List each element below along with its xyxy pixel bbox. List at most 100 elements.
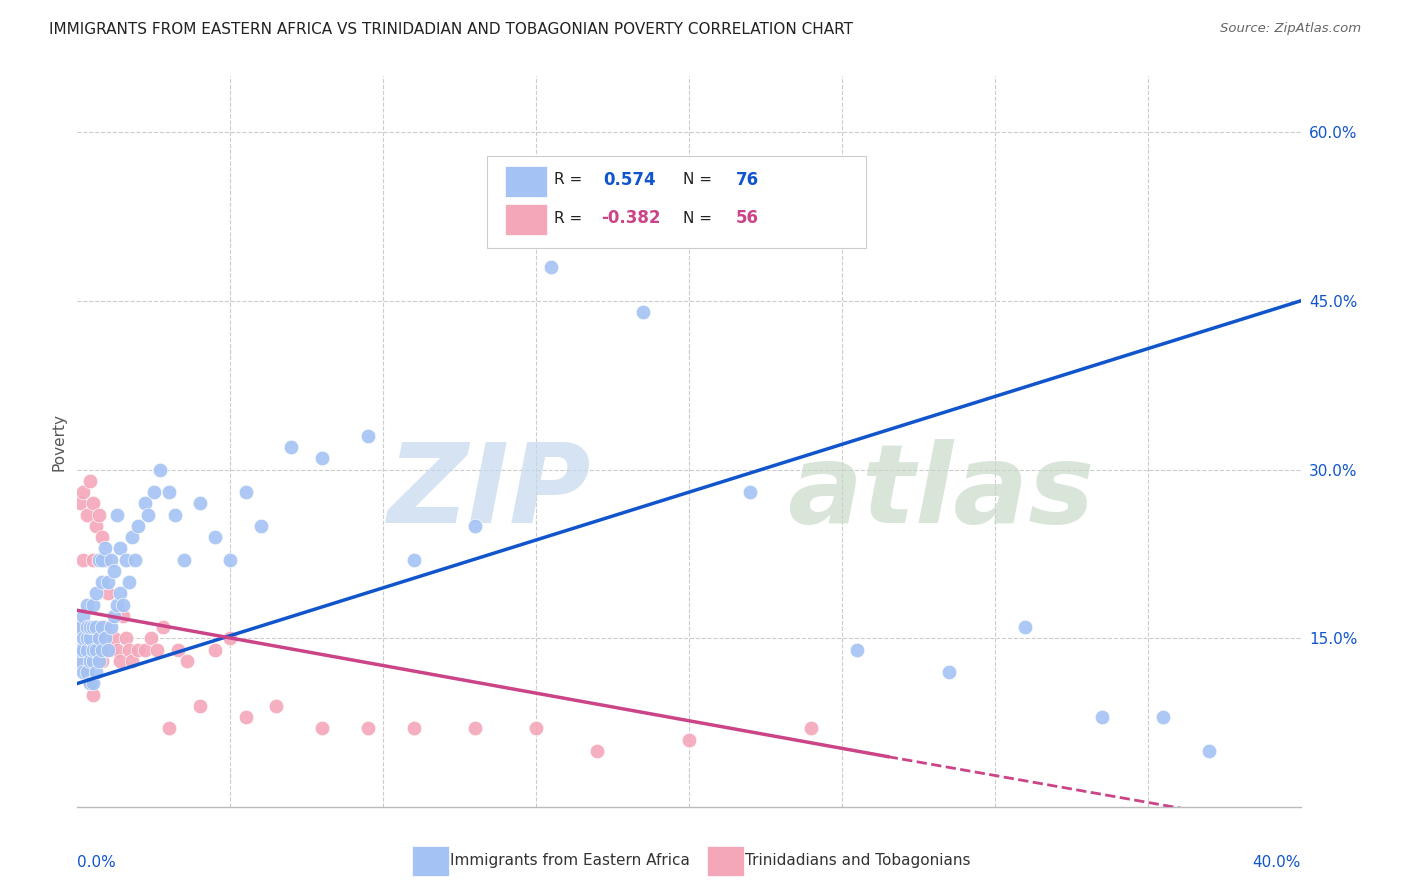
- Point: [82, 620, 104, 634]
- Point: [72, 632, 94, 646]
- Point: [1014, 620, 1036, 634]
- Point: [105, 598, 128, 612]
- Point: [142, 485, 165, 500]
- Point: [97, 575, 120, 590]
- Point: [90, 654, 112, 668]
- Point: [87, 508, 110, 522]
- Point: [103, 609, 125, 624]
- Point: [112, 598, 135, 612]
- Point: [72, 485, 94, 500]
- Point: [84, 586, 107, 600]
- FancyBboxPatch shape: [486, 156, 866, 248]
- Point: [79, 632, 101, 646]
- Point: [94, 632, 117, 646]
- Point: [82, 642, 104, 657]
- Point: [84, 620, 107, 634]
- Text: ZIP: ZIP: [388, 439, 591, 546]
- Point: [76, 508, 98, 522]
- Point: [82, 598, 104, 612]
- Point: [740, 485, 762, 500]
- Point: [79, 474, 101, 488]
- Point: [76, 665, 98, 680]
- Point: [127, 642, 149, 657]
- Point: [69, 620, 91, 634]
- Point: [94, 541, 117, 556]
- Text: N =: N =: [683, 211, 717, 226]
- Point: [938, 665, 960, 680]
- Point: [84, 632, 107, 646]
- Point: [105, 508, 128, 522]
- Point: [264, 698, 287, 713]
- Point: [100, 620, 122, 634]
- Point: [108, 586, 131, 600]
- Point: [464, 519, 486, 533]
- Point: [69, 620, 91, 634]
- Point: [82, 496, 104, 510]
- Point: [311, 451, 333, 466]
- Point: [76, 665, 98, 680]
- Point: [134, 642, 156, 657]
- Point: [108, 654, 131, 668]
- Point: [90, 530, 112, 544]
- Point: [464, 722, 486, 736]
- Point: [82, 552, 104, 566]
- Point: [846, 642, 869, 657]
- Point: [79, 676, 101, 690]
- Point: [79, 654, 101, 668]
- Point: [79, 642, 101, 657]
- Text: IMMIGRANTS FROM EASTERN AFRICA VS TRINIDADIAN AND TOBAGONIAN POVERTY CORRELATION: IMMIGRANTS FROM EASTERN AFRICA VS TRINID…: [49, 22, 853, 37]
- Point: [1152, 710, 1174, 724]
- Point: [87, 552, 110, 566]
- Point: [69, 654, 91, 668]
- Point: [402, 552, 425, 566]
- Point: [176, 654, 198, 668]
- Point: [97, 642, 120, 657]
- Point: [90, 620, 112, 634]
- Point: [69, 496, 91, 510]
- Point: [72, 642, 94, 657]
- Point: [188, 698, 211, 713]
- Point: [115, 552, 138, 566]
- Point: [152, 620, 174, 634]
- Text: R =: R =: [554, 172, 588, 187]
- Point: [280, 440, 302, 454]
- Text: 56: 56: [735, 210, 758, 227]
- Point: [167, 642, 190, 657]
- Point: [82, 688, 104, 702]
- Point: [121, 530, 143, 544]
- Point: [115, 632, 138, 646]
- Point: [76, 632, 98, 646]
- Point: [94, 620, 117, 634]
- Text: R =: R =: [554, 211, 588, 226]
- Point: [1198, 744, 1220, 758]
- Point: [76, 598, 98, 612]
- Point: [82, 642, 104, 657]
- Point: [90, 552, 112, 566]
- Point: [100, 642, 122, 657]
- Text: 76: 76: [735, 170, 759, 189]
- Point: [84, 665, 107, 680]
- Point: [139, 632, 162, 646]
- Point: [90, 575, 112, 590]
- Point: [235, 710, 257, 724]
- Point: [311, 722, 333, 736]
- Point: [127, 519, 149, 533]
- Point: [87, 552, 110, 566]
- Point: [357, 722, 380, 736]
- Point: [204, 530, 226, 544]
- Point: [108, 541, 131, 556]
- Point: [72, 552, 94, 566]
- Point: [1091, 710, 1114, 724]
- Point: [204, 642, 226, 657]
- Point: [219, 632, 242, 646]
- Point: [124, 552, 146, 566]
- Point: [84, 642, 107, 657]
- Point: [82, 654, 104, 668]
- Point: [250, 519, 273, 533]
- Point: [678, 732, 700, 747]
- Point: [76, 620, 98, 634]
- Point: [87, 654, 110, 668]
- Point: [402, 722, 425, 736]
- Text: atlas: atlas: [787, 439, 1094, 546]
- Point: [105, 642, 128, 657]
